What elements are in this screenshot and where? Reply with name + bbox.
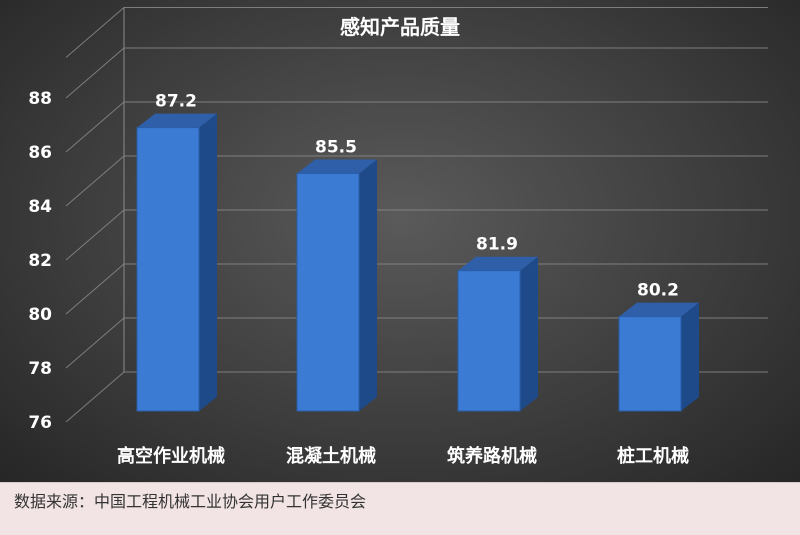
bar-4 — [618, 302, 699, 412]
bar-front-face — [296, 173, 360, 412]
data-label: 87.2 — [155, 92, 197, 112]
bar-side-face — [199, 113, 217, 411]
grid-lines — [65, 7, 768, 423]
data-label: 85.5 — [315, 138, 357, 158]
gridline — [65, 47, 768, 99]
category-label: 筑养路机械 — [447, 445, 537, 467]
bar-3 — [457, 256, 538, 412]
y-axis-ticks: 76 78 80 82 84 86 88 — [28, 89, 52, 433]
y-tick-label: 82 — [28, 251, 52, 271]
bar-top-face — [297, 159, 377, 174]
gridline — [65, 263, 768, 315]
source-note: 数据来源：中国工程机械工业协会用户工作委员会 — [14, 492, 367, 511]
bar-chart: 感知产品质量 76 78 80 82 84 86 88 87.2 85.5 81.9 80.2 高… — [28, 7, 768, 467]
gridline — [65, 101, 768, 153]
category-label: 高空作业机械 — [117, 445, 225, 467]
y-tick-label: 88 — [28, 89, 52, 109]
bar-side-face — [681, 302, 699, 411]
gridline — [65, 155, 768, 207]
bar-top-face — [137, 113, 217, 128]
bar-top-face — [619, 302, 699, 317]
bar-side-face — [359, 159, 377, 411]
bar-side-face — [520, 256, 538, 411]
bars: 87.2 85.5 81.9 80.2 — [136, 92, 699, 412]
gridline — [65, 209, 768, 261]
bar-front-face — [136, 127, 200, 412]
gridline — [65, 7, 768, 58]
y-tick-label: 86 — [28, 143, 52, 163]
gridline — [65, 371, 768, 423]
bar-1 — [136, 113, 217, 412]
y-tick-label: 80 — [28, 305, 52, 325]
chart-area: 感知产品质量 76 78 80 82 84 86 88 87.2 85.5 81.9 80.2 高… — [0, 0, 800, 482]
bar-top-face — [458, 256, 538, 271]
source-bar: 数据来源：中国工程机械工业协会用户工作委员会 — [0, 482, 800, 535]
data-label: 80.2 — [637, 281, 679, 301]
bar-2 — [296, 159, 377, 412]
bar-front-face — [618, 316, 682, 412]
gridline — [65, 317, 768, 369]
data-label: 81.9 — [476, 235, 518, 255]
y-tick-label: 84 — [28, 197, 52, 217]
category-label: 混凝土机械 — [286, 445, 376, 467]
y-tick-label: 76 — [28, 413, 52, 433]
bar-front-face — [457, 270, 521, 412]
chart-title: 感知产品质量 — [340, 15, 460, 39]
category-labels: 高空作业机械 混凝土机械 筑养路机械 桩工机械 — [117, 445, 689, 467]
y-tick-label: 78 — [28, 359, 52, 379]
category-label: 桩工机械 — [617, 445, 689, 467]
